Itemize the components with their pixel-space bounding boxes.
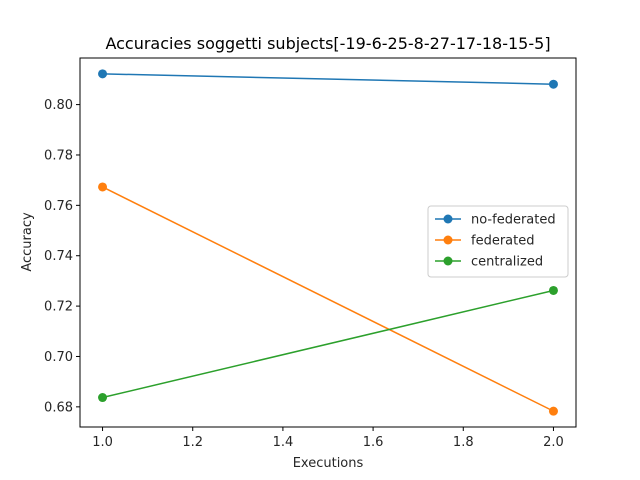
legend: no-federated federated centralized [427,205,569,278]
data-point-federated [548,406,558,416]
y-tick-label: 0.78 [44,148,73,163]
series-line-federated [102,186,554,412]
legend-label: centralized [471,255,543,270]
y-tick-label: 0.74 [44,249,73,264]
y-tick-label: 0.72 [44,300,73,315]
data-point-no-federated [98,69,108,79]
x-axis: 1.0 1.2 1.4 1.6 1.8 2.0 [92,427,564,450]
x-tick-label: 1.8 [453,435,474,450]
plot-area [98,69,558,416]
y-axis-label: Accuracy [20,212,35,272]
x-tick-label: 1.4 [273,435,294,450]
legend-marker-no-federated [443,214,453,224]
legend-label: no-federated [471,213,556,228]
data-point-no-federated [548,79,558,89]
legend-marker-federated [443,235,453,245]
x-tick-label: 1.6 [363,435,384,450]
x-tick-label: 1.2 [182,435,203,450]
series-line-centralized [102,289,554,399]
y-tick-label: 0.76 [44,199,73,214]
x-axis-label: Executions [293,456,364,471]
x-tick-label: 1.0 [92,435,113,450]
data-point-centralized [98,393,108,403]
axes-frame [79,57,577,428]
y-tick-label: 0.70 [44,350,73,365]
data-point-federated [98,182,108,192]
legend-label: federated [471,234,534,249]
chart-title: Accuracies soggetti subjects[-19-6-25-8-… [105,34,550,53]
series-line-no-federated [102,73,554,85]
y-tick-label: 0.68 [44,400,73,415]
y-tick-label: 0.80 [44,98,73,113]
y-axis: 0.68 0.70 0.72 0.74 0.76 0.78 0.80 [44,98,80,415]
x-tick-label: 2.0 [543,435,564,450]
legend-marker-centralized [443,256,453,266]
data-point-centralized [548,285,558,295]
legend-box [427,205,569,278]
